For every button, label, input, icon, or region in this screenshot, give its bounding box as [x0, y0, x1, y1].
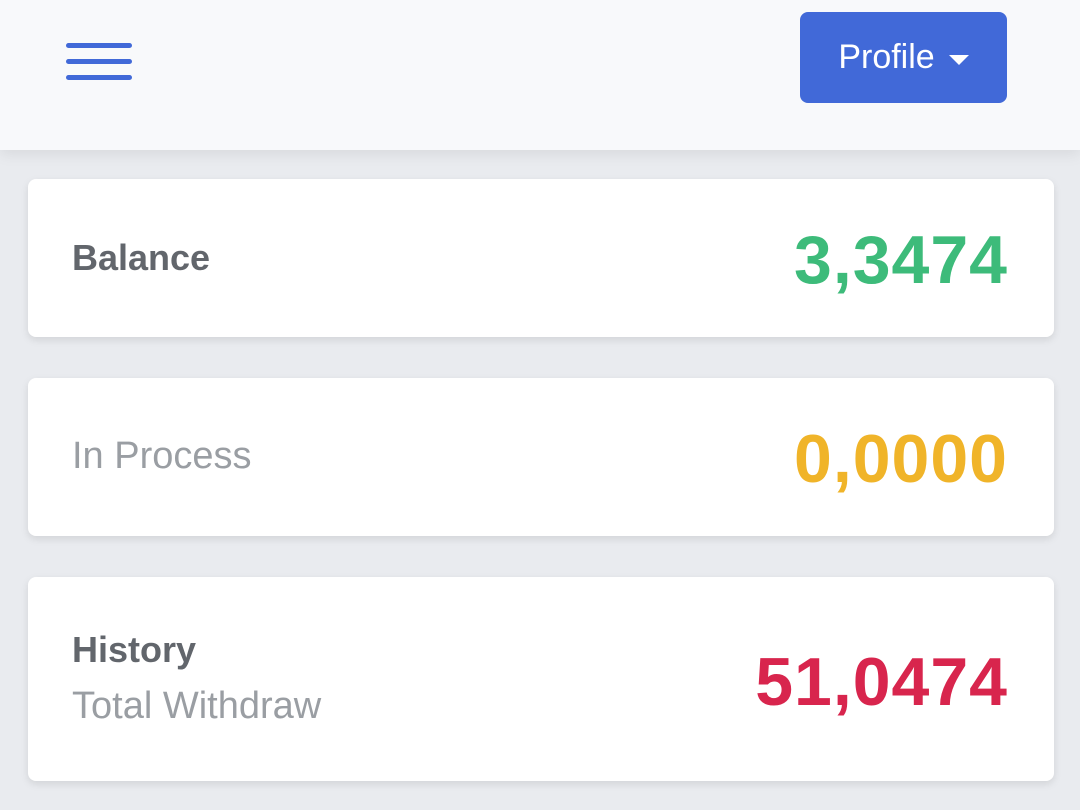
caret-down-icon — [948, 54, 969, 65]
in-process-card: In Process 0,0000 — [28, 378, 1054, 536]
profile-button-label: Profile — [838, 38, 935, 76]
balance-label: Balance — [72, 237, 211, 278]
history-card[interactable]: History Total Withdraw 51,0474 — [28, 577, 1054, 781]
hamburger-menu-icon[interactable] — [60, 36, 136, 88]
in-process-label: In Process — [72, 435, 252, 477]
history-title: History — [72, 629, 197, 670]
history-subtitle: Total Withdraw — [72, 685, 322, 727]
menu-line — [66, 75, 132, 80]
menu-line — [66, 43, 132, 48]
balance-card: Balance 3,3474 — [28, 179, 1054, 337]
in-process-value: 0,0000 — [794, 421, 1008, 497]
top-navbar: Profile — [0, 0, 1080, 150]
profile-dropdown-button[interactable]: Profile — [800, 12, 1007, 103]
menu-line — [66, 59, 132, 64]
total-withdraw-value: 51,0474 — [755, 644, 1008, 720]
balance-value: 3,3474 — [794, 222, 1008, 298]
